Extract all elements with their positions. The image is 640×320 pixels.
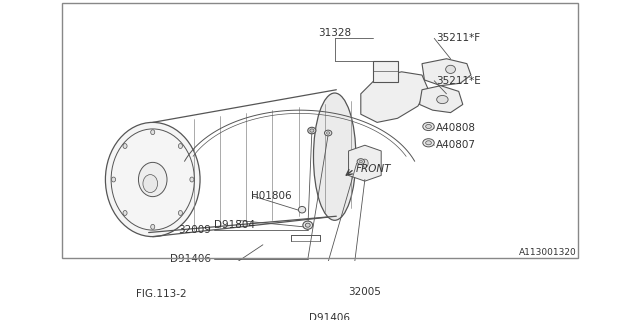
Ellipse shape xyxy=(106,122,200,236)
Ellipse shape xyxy=(326,132,330,134)
Ellipse shape xyxy=(310,129,314,132)
Ellipse shape xyxy=(179,144,182,148)
Polygon shape xyxy=(420,86,463,113)
Text: A40808: A40808 xyxy=(436,123,476,133)
Ellipse shape xyxy=(308,127,316,134)
Ellipse shape xyxy=(423,122,434,131)
Ellipse shape xyxy=(445,65,456,73)
Ellipse shape xyxy=(314,93,356,220)
Ellipse shape xyxy=(143,175,157,193)
Ellipse shape xyxy=(305,223,310,227)
Text: H01806: H01806 xyxy=(251,191,291,201)
Text: 32009: 32009 xyxy=(179,225,211,235)
Ellipse shape xyxy=(123,211,127,215)
Ellipse shape xyxy=(359,160,362,163)
Text: 35211*F: 35211*F xyxy=(436,33,480,43)
Ellipse shape xyxy=(362,159,368,167)
Text: A40807: A40807 xyxy=(436,140,476,150)
Ellipse shape xyxy=(357,159,364,164)
Text: FIG.113-2: FIG.113-2 xyxy=(136,289,187,299)
Ellipse shape xyxy=(111,177,116,182)
Ellipse shape xyxy=(138,162,167,197)
Polygon shape xyxy=(422,59,471,86)
Ellipse shape xyxy=(150,224,155,229)
Text: 32005: 32005 xyxy=(349,287,381,297)
Ellipse shape xyxy=(324,130,332,136)
Text: 31328: 31328 xyxy=(318,28,351,37)
Polygon shape xyxy=(373,61,397,82)
Ellipse shape xyxy=(303,221,313,229)
Ellipse shape xyxy=(123,144,127,148)
Text: D91406: D91406 xyxy=(170,254,211,264)
Text: FRONT: FRONT xyxy=(356,164,392,174)
Text: D91406: D91406 xyxy=(309,313,350,320)
Ellipse shape xyxy=(426,124,431,129)
Ellipse shape xyxy=(298,206,306,213)
Ellipse shape xyxy=(190,177,194,182)
Ellipse shape xyxy=(423,139,434,147)
Polygon shape xyxy=(349,145,381,181)
Text: D91804: D91804 xyxy=(214,220,255,230)
Ellipse shape xyxy=(179,211,182,215)
Ellipse shape xyxy=(150,130,155,135)
Text: 35211*E: 35211*E xyxy=(436,76,481,86)
Polygon shape xyxy=(361,72,428,122)
Text: A113001320: A113001320 xyxy=(519,248,577,258)
Ellipse shape xyxy=(426,141,431,145)
Ellipse shape xyxy=(436,95,448,104)
